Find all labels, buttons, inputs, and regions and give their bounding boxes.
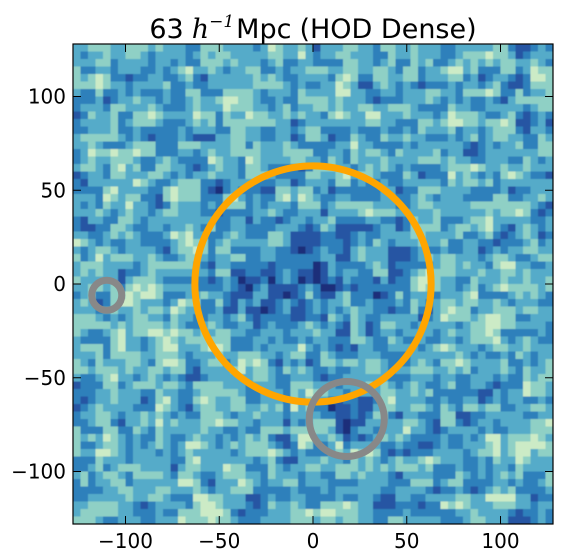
circle-layer (88, 162, 435, 460)
x-tick-label: 100 (481, 529, 519, 553)
x-tick-label: −50 (198, 529, 240, 553)
axis-tick-labels: −100 −50 0 50 100 −100 −50 0 50 100 (11, 85, 520, 554)
y-tick-label: 50 (41, 178, 66, 202)
x-tick-label: 50 (394, 529, 419, 553)
y-tick-label: −100 (11, 460, 66, 484)
chart-title: 63 h−1Mpc (HOD Dense) (149, 12, 476, 45)
y-tick-label: 100 (28, 85, 66, 109)
density-field (73, 44, 553, 524)
void-bottom-circle (305, 378, 388, 460)
x-tick-label: 0 (307, 529, 320, 553)
title-sample: (HOD Dense) (299, 14, 476, 45)
y-tick-label: −50 (24, 366, 66, 390)
title-symbol: h (192, 14, 209, 45)
title-value: 63 (149, 14, 183, 45)
axis-ticks (73, 44, 553, 524)
title-unit: Mpc (236, 14, 291, 45)
plot-area (73, 44, 553, 524)
title-exponent: −1 (209, 12, 234, 32)
x-tick-label: −100 (98, 529, 153, 553)
void-left-circle (88, 276, 126, 314)
y-tick-label: 0 (53, 272, 66, 296)
